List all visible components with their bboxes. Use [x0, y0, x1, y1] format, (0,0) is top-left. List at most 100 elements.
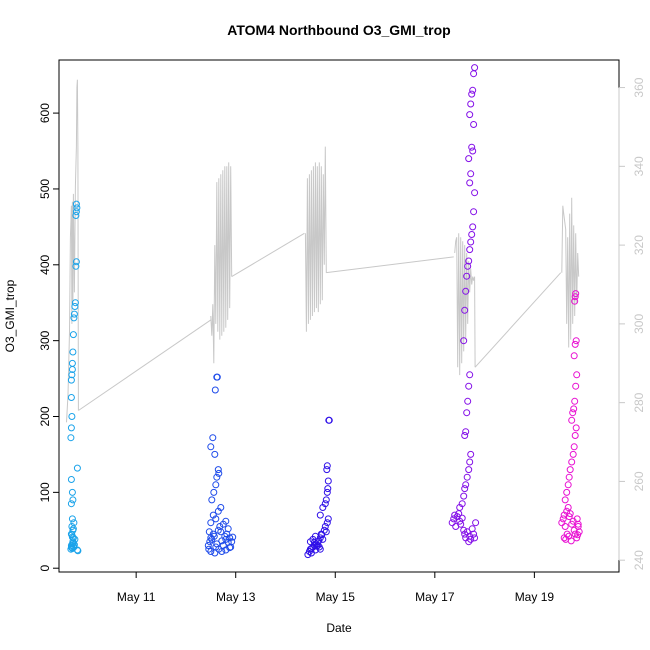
y2-tick-label: 280 [632, 392, 646, 412]
data-point [207, 519, 215, 527]
data-point [208, 496, 216, 504]
data-point [321, 500, 329, 508]
data-point [566, 466, 574, 474]
data-point [69, 496, 77, 504]
data-point [73, 464, 81, 472]
y-tick-label: 200 [38, 406, 52, 426]
data-point [464, 262, 472, 270]
x-axis-label: Date [326, 621, 352, 635]
plot-frame [58, 59, 620, 573]
data-point [561, 496, 569, 504]
data-point [561, 523, 569, 530]
data-point [211, 450, 219, 458]
data-point [564, 504, 572, 511]
data-point [470, 121, 478, 128]
y-tick-label: 500 [38, 179, 52, 199]
data-point [68, 359, 76, 367]
data-point [572, 290, 580, 298]
data-point [466, 371, 474, 379]
data-point [324, 515, 332, 523]
data-point [212, 481, 220, 489]
data-point [68, 515, 76, 523]
data-point [466, 111, 474, 119]
data-point [71, 303, 79, 310]
data-point [466, 179, 474, 187]
data-point [569, 409, 577, 417]
data-point [450, 515, 458, 523]
data-point [67, 424, 75, 432]
data-point [569, 450, 577, 458]
data-point [72, 212, 80, 219]
data-point [574, 523, 582, 530]
data-point [74, 547, 82, 555]
data-point [572, 382, 580, 390]
data-point [69, 331, 77, 339]
y-tick-label: 300 [38, 330, 52, 350]
x-tick-label: May 19 [515, 590, 555, 604]
y2-tick-label: 360 [632, 77, 646, 97]
data-point [212, 515, 220, 523]
data-point [465, 155, 473, 163]
data-point [205, 545, 213, 553]
data-point [210, 488, 218, 496]
x-tick-label: May 15 [316, 590, 356, 604]
data-point [448, 519, 456, 527]
x-tick-label: May 11 [117, 590, 156, 604]
data-point [569, 517, 577, 525]
data-point [211, 549, 219, 557]
data-point [218, 548, 226, 555]
data-point [222, 517, 230, 525]
altitude-segment [66, 79, 79, 423]
y-axis-label: O3_GMI_trop [3, 279, 17, 352]
data-point [323, 519, 331, 527]
data-point [471, 189, 479, 197]
altitude-connector [78, 319, 212, 411]
data-point [70, 314, 78, 322]
data-point [228, 538, 236, 546]
data-point [215, 469, 223, 477]
data-point [571, 432, 579, 439]
data-point [565, 513, 573, 521]
data-point [67, 394, 75, 401]
data-point [463, 272, 471, 280]
data-point [465, 257, 473, 265]
y-tick-label: 600 [38, 103, 52, 123]
data-point [323, 462, 331, 470]
data-point [70, 310, 78, 318]
data-point [463, 409, 471, 417]
data-point [466, 532, 474, 540]
data-point [572, 424, 580, 432]
data-point [226, 544, 234, 552]
data-point [69, 348, 77, 356]
data-point [465, 382, 473, 390]
data-point [209, 434, 217, 442]
data-point [469, 147, 477, 155]
y2-tick-label: 340 [632, 156, 646, 176]
x-tick-label: May 13 [216, 590, 256, 604]
data-point [213, 373, 221, 381]
data-point [558, 519, 566, 527]
data-point [217, 504, 225, 511]
altitude-segment [210, 162, 233, 364]
y-axis-right: 240 260 280 300 320 340 360 [618, 77, 646, 570]
ozone-points [67, 64, 583, 559]
data-point [204, 542, 212, 549]
data-point [321, 523, 329, 530]
y-tick-label: 100 [38, 482, 52, 502]
data-point [310, 538, 318, 546]
data-point [574, 520, 582, 528]
y-tick-label: 0 [38, 565, 52, 572]
data-point [67, 476, 75, 483]
data-point [570, 405, 578, 413]
data-point [67, 376, 75, 384]
data-point [229, 533, 237, 541]
data-point [462, 428, 470, 436]
data-point [467, 170, 475, 178]
data-point [72, 262, 80, 270]
data-point [471, 534, 479, 542]
data-point [461, 485, 469, 493]
data-point [570, 526, 578, 534]
data-point [461, 432, 469, 439]
data-point [460, 526, 468, 534]
data-point [315, 537, 323, 545]
